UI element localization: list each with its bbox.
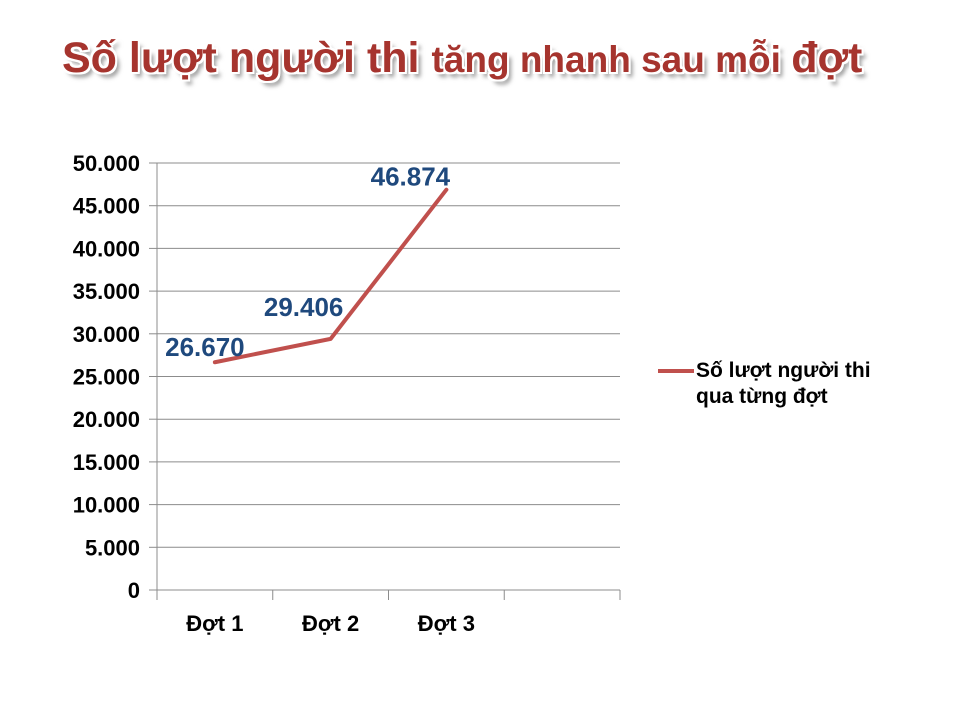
y-axis-label: 5.000 [85,535,140,560]
y-axis-label: 50.000 [73,151,140,176]
slide-title-part2: tăng nhanh sau mỗi [431,39,792,80]
y-axis-label: 0 [128,578,140,603]
data-label: 46.874 [371,162,451,192]
y-axis-label: 30.000 [73,322,140,347]
legend-label: Số lượt người thi qua từng đợt [696,358,871,410]
slide-title: Số lượt người thi tăng nhanh sau mỗi đợt [62,30,862,96]
series-line [212,187,449,365]
legend-line-marker [658,369,694,373]
y-axis-label: 20.000 [73,407,140,432]
legend-label-line2: qua từng đợt [696,385,828,408]
y-axis-label: 35.000 [73,279,140,304]
x-axis-label: Đợt 3 [418,611,475,636]
slide-title-part1: Số lượt người thi [62,34,432,82]
x-axis-label: Đợt 2 [302,611,359,636]
y-axis-label: 10.000 [73,493,140,518]
y-axis-label: 45.000 [73,194,140,219]
y-axis-label: 15.000 [73,450,140,475]
data-label: 26.670 [165,332,245,362]
legend: Số lượt người thi qua từng đợt [658,358,871,410]
y-axis-label: 40.000 [73,236,140,261]
data-label: 29.406 [264,292,344,322]
y-axis-label: 25.000 [73,365,140,390]
x-axis-label: Đợt 1 [186,611,243,636]
slide-title-part3: đợt [791,34,863,82]
legend-label-line1: Số lượt người thi [696,359,871,382]
